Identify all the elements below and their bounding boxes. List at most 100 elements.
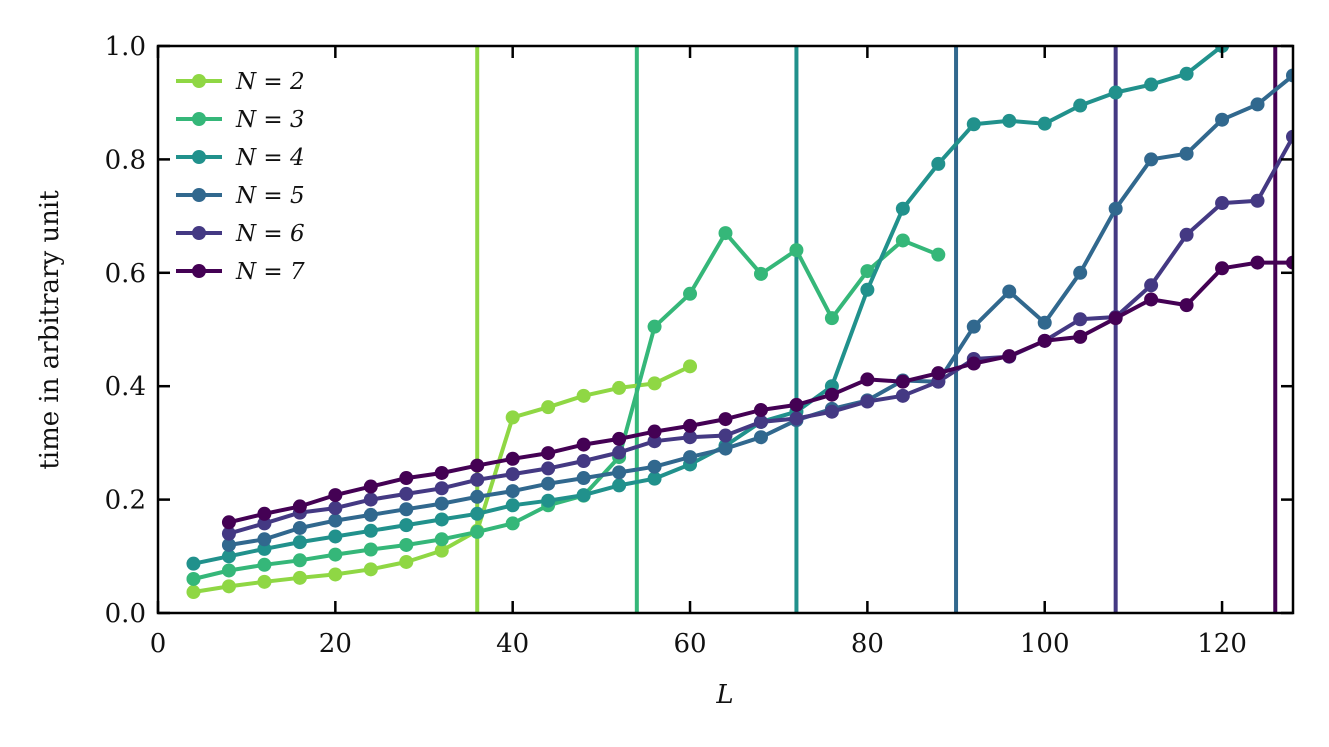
data-point xyxy=(221,515,236,530)
data-point xyxy=(1286,68,1293,83)
data-point xyxy=(683,418,698,433)
data-point xyxy=(257,557,272,572)
data-point xyxy=(399,518,414,533)
data-point xyxy=(824,387,839,402)
y-tick-label: 0.0 xyxy=(105,599,146,629)
axis-ticks: 0 20 40 60 80 100 120 0.0 0.2 0.4 0.6 0.8 1.0 xyxy=(105,32,1293,659)
legend-item-n2: N = 2 xyxy=(176,69,305,95)
data-point xyxy=(292,499,307,514)
x-tick-label: 100 xyxy=(1020,629,1070,659)
x-tick-label: 60 xyxy=(673,629,706,659)
data-point xyxy=(292,535,307,550)
data-point xyxy=(1250,255,1265,270)
data-point xyxy=(789,243,804,258)
data-point xyxy=(895,388,910,403)
data-point xyxy=(860,394,875,409)
data-point xyxy=(612,465,627,480)
data-point xyxy=(612,431,627,446)
data-point xyxy=(434,543,449,558)
data-point xyxy=(612,478,627,493)
data-point xyxy=(1286,129,1293,144)
data-point xyxy=(328,547,343,562)
data-point xyxy=(505,451,520,466)
data-point xyxy=(434,532,449,547)
data-point xyxy=(1073,98,1088,113)
data-point xyxy=(683,430,698,445)
data-point xyxy=(399,537,414,552)
legend-swatch-marker xyxy=(192,112,206,126)
data-point xyxy=(292,553,307,568)
data-point xyxy=(718,412,733,427)
data-point xyxy=(1144,152,1159,167)
data-point xyxy=(824,311,839,326)
series-line-n4 xyxy=(193,46,1224,566)
data-point xyxy=(470,472,485,487)
y-axis-label: time in arbitrary unit xyxy=(35,190,65,470)
legend-item-n7: N = 7 xyxy=(176,259,305,285)
data-point xyxy=(824,404,839,419)
data-point xyxy=(505,516,520,531)
data-point xyxy=(1002,349,1017,364)
data-point xyxy=(470,458,485,473)
legend-label: N = 6 xyxy=(235,221,305,247)
legend-item-n5: N = 5 xyxy=(176,183,305,209)
data-point xyxy=(753,266,768,281)
data-point xyxy=(576,454,591,469)
data-point xyxy=(505,484,520,499)
data-point xyxy=(789,397,804,412)
legend-label: N = 5 xyxy=(235,183,305,209)
data-point xyxy=(1144,77,1159,92)
data-point xyxy=(257,532,272,547)
y-tick-label: 0.4 xyxy=(105,372,146,402)
data-point xyxy=(683,450,698,465)
data-point xyxy=(328,529,343,544)
data-point xyxy=(753,430,768,445)
data-point xyxy=(1215,196,1230,211)
data-point xyxy=(221,526,236,541)
x-tick-label: 0 xyxy=(150,629,167,659)
data-point xyxy=(647,434,662,449)
series-n5 xyxy=(221,68,1293,552)
data-point xyxy=(860,372,875,387)
data-point xyxy=(328,513,343,528)
x-tick-label: 20 xyxy=(319,629,352,659)
data-point xyxy=(966,356,981,371)
series-n4 xyxy=(186,46,1230,571)
data-point xyxy=(292,570,307,585)
series-n6 xyxy=(221,129,1293,541)
data-point xyxy=(1179,146,1194,161)
data-point xyxy=(505,410,520,425)
data-point xyxy=(1215,261,1230,276)
data-point xyxy=(895,233,910,248)
data-point xyxy=(470,506,485,521)
data-point xyxy=(1144,292,1159,307)
data-point xyxy=(1073,329,1088,344)
data-point xyxy=(257,541,272,556)
data-point xyxy=(931,247,946,262)
data-point xyxy=(576,388,591,403)
data-point xyxy=(895,201,910,216)
data-point xyxy=(647,319,662,334)
data-point xyxy=(434,496,449,511)
data-point xyxy=(257,506,272,521)
data-point xyxy=(576,471,591,486)
data-point xyxy=(363,507,378,522)
data-point xyxy=(789,411,804,426)
data-point xyxy=(1250,97,1265,112)
legend-item-n3: N = 3 xyxy=(176,107,305,133)
data-point xyxy=(1108,85,1123,100)
data-point xyxy=(328,488,343,503)
data-point xyxy=(647,376,662,391)
series-line-n3 xyxy=(193,231,940,581)
data-point xyxy=(257,574,272,589)
data-point xyxy=(753,403,768,418)
data-point xyxy=(1108,311,1123,326)
data-point xyxy=(363,492,378,507)
x-tick-label: 40 xyxy=(496,629,529,659)
x-tick-label: 80 xyxy=(851,629,884,659)
data-point xyxy=(328,567,343,582)
legend-swatch-marker xyxy=(192,74,206,88)
data-point xyxy=(647,471,662,486)
data-point xyxy=(363,479,378,494)
